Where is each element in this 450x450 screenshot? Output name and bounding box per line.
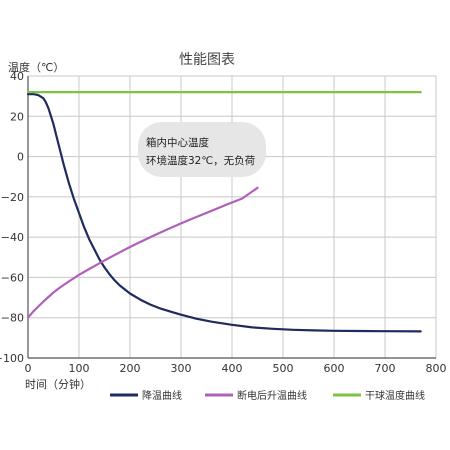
x-tick-label: 600 [324,362,345,375]
y-tick-label: −60 [1,271,24,284]
y-tick-label: 0 [17,151,24,164]
legend-label-warming: 断电后升温曲线 [237,389,307,402]
series-layer [26,90,422,333]
legend: 降温曲线 断电后升温曲线 干球温度曲线 [110,389,425,402]
chart-title: 性能图表 [179,52,235,68]
x-tick-label: 0 [25,362,32,375]
ticks: 40200−20−40−60−80−1000100200300400500600… [0,70,447,375]
annotation-line-1: 箱内中心温度 [146,136,209,149]
x-tick-label: 300 [171,362,192,375]
x-tick-label: 100 [69,362,90,375]
y-tick-label: −100 [0,352,24,365]
y-tick-label: −40 [1,231,24,244]
legend-label-cooling: 降温曲线 [142,389,182,402]
x-tick-label: 200 [120,362,141,375]
annotation-bubble [138,122,266,177]
x-tick-label: 800 [426,362,447,375]
y-tick-label: −20 [1,191,24,204]
series-line-cooling [26,92,422,333]
x-tick-label: 700 [375,362,396,375]
grid [27,75,437,359]
annotation-line-2: 环境温度32℃，无负荷 [146,154,255,167]
x-tick-label: 500 [273,362,294,375]
y-tick-label: 40 [10,70,24,83]
legend-label-drybulb: 干球温度曲线 [365,389,425,402]
x-axis-label: 时间（分钟） [25,377,91,391]
y-axis-label: 温度（℃） [8,60,64,74]
y-tick-label: −80 [1,312,24,325]
annotation: 箱内中心温度 环境温度32℃，无负荷 [138,122,266,177]
x-tick-label: 400 [222,362,243,375]
y-tick-label: 20 [10,110,24,123]
series-line-warming [26,186,259,319]
